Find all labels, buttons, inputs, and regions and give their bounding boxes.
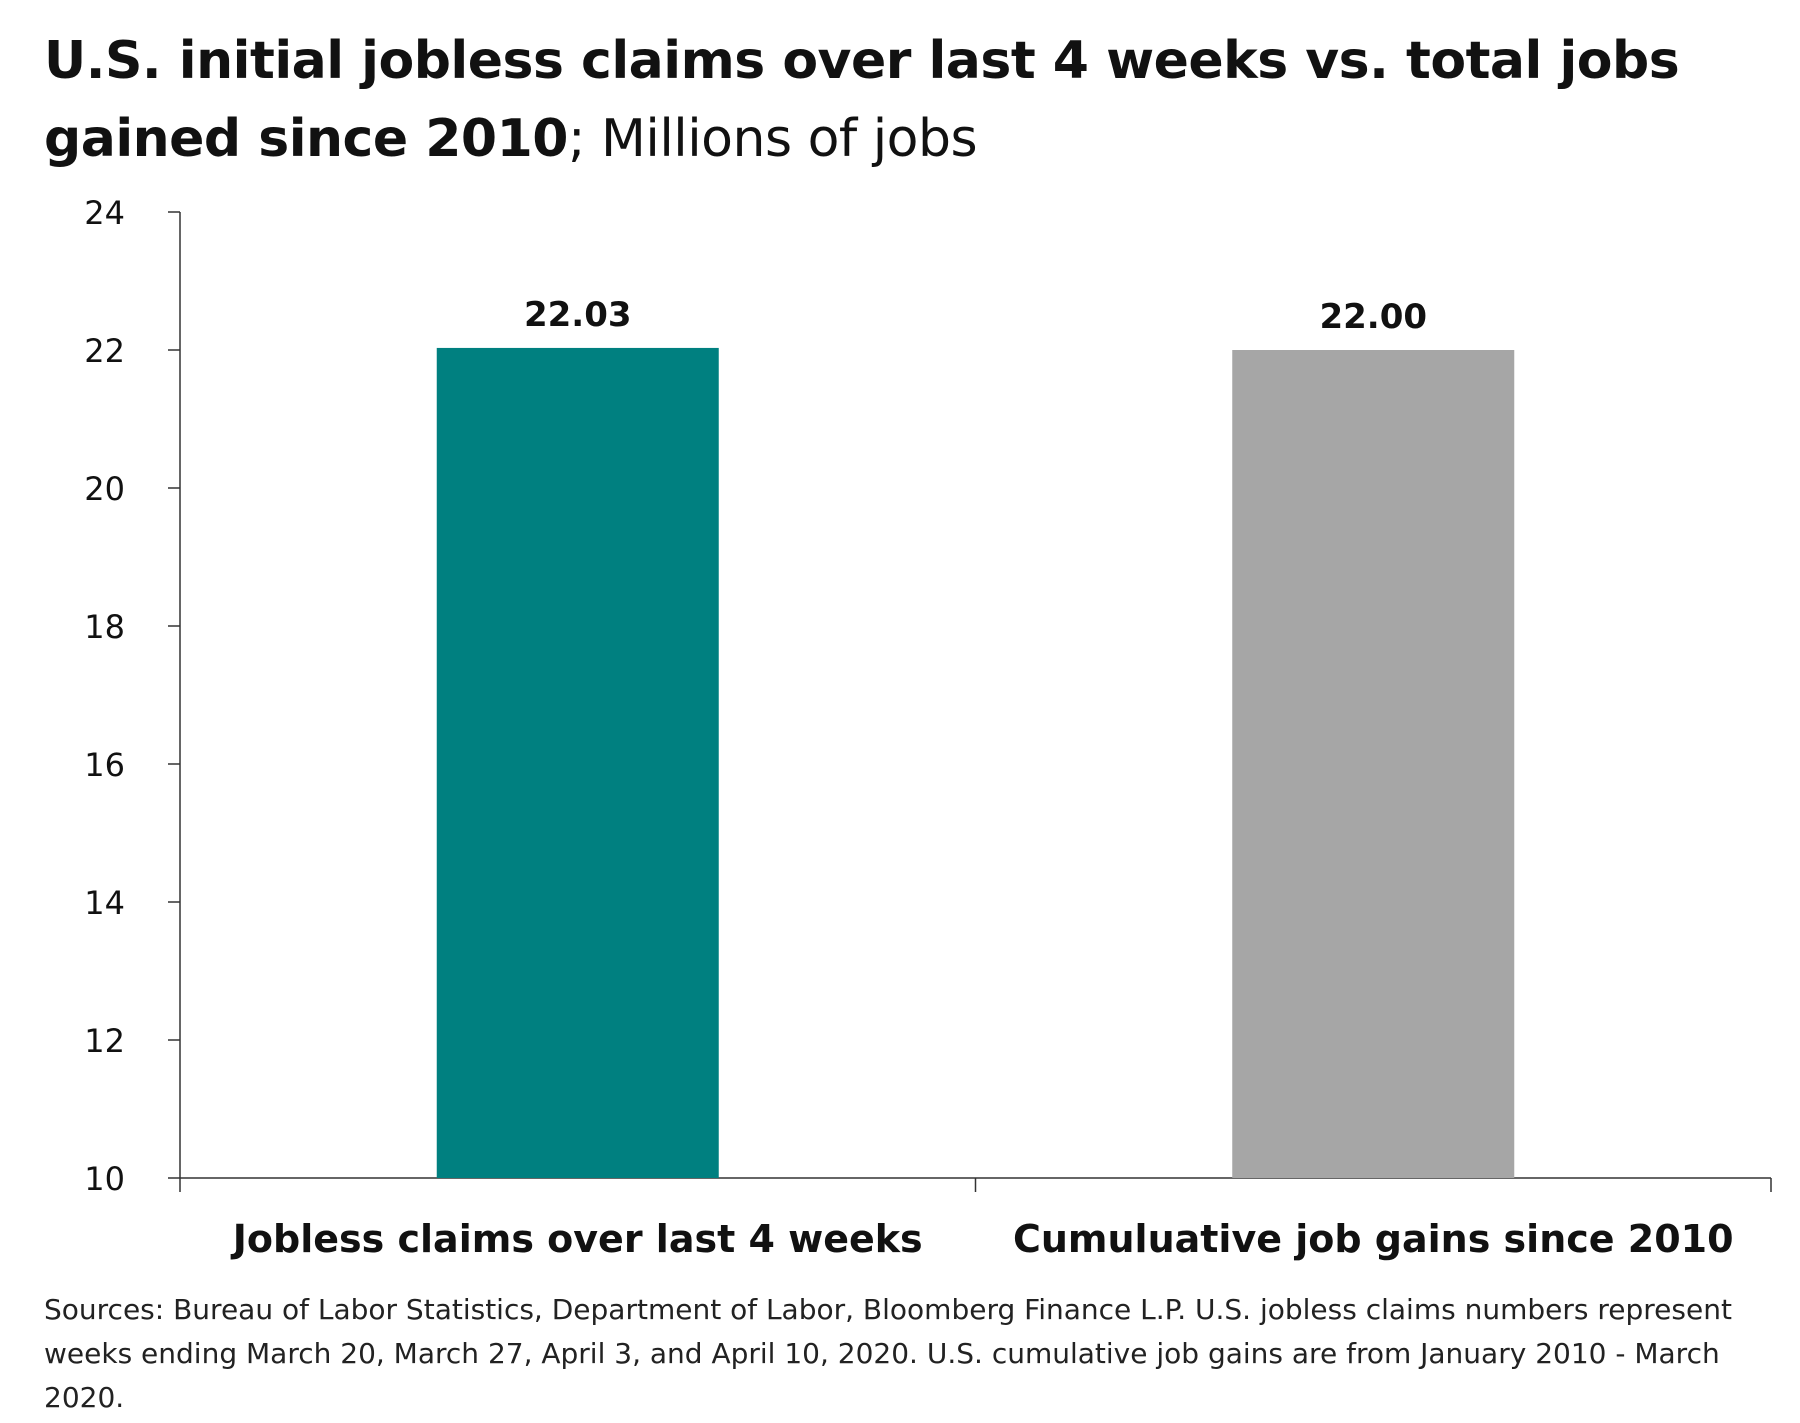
y-tick-label: 20	[84, 470, 125, 508]
chart-title-main: U.S. initial jobless claims over last 4 …	[44, 31, 1680, 169]
y-tick-label: 12	[84, 1022, 125, 1060]
chart-title-units: ; Millions of jobs	[567, 109, 978, 169]
y-tick-label: 14	[84, 884, 125, 922]
bar	[436, 347, 719, 1178]
y-tick-label: 10	[84, 1160, 125, 1198]
category-label: Cumuluative job gains since 2010	[1013, 1217, 1734, 1261]
bar	[1232, 350, 1515, 1178]
y-tick-label: 22	[84, 332, 125, 370]
data-label: 22.00	[1319, 297, 1427, 337]
source-note: Sources: Bureau of Labor Statistics, Dep…	[44, 1293, 1732, 1414]
category-label: Jobless claims over last 4 weeks	[230, 1217, 923, 1261]
data-label: 22.03	[524, 295, 632, 335]
chart-title: U.S. initial jobless claims over last 4 …	[44, 22, 1764, 178]
y-tick-label: 18	[84, 608, 125, 646]
y-tick-label: 24	[84, 194, 125, 232]
y-tick-label: 16	[84, 746, 125, 784]
